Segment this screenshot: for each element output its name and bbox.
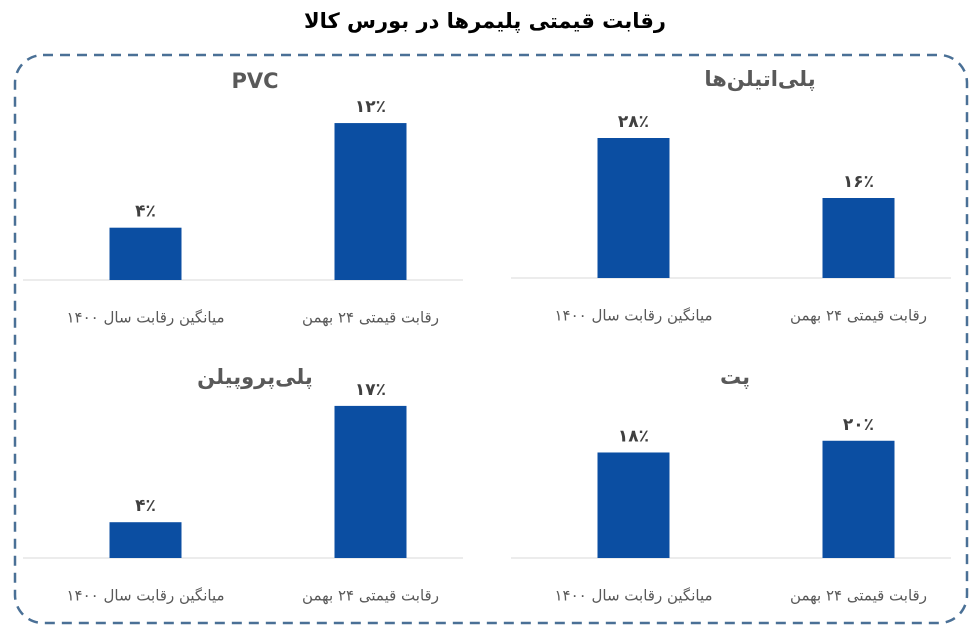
panel-title: PVC xyxy=(231,69,278,93)
x-tick-label: رقابت قیمتی ۲۴ بهمن xyxy=(790,587,927,605)
x-tick-label: رقابت قیمتی ۲۴ بهمن xyxy=(790,307,927,325)
bar xyxy=(822,440,895,558)
value-label: ۲۸٪ xyxy=(618,112,649,132)
bar xyxy=(822,198,895,278)
x-tick-label: رقابت قیمتی ۲۴ بهمن xyxy=(302,309,439,327)
x-tick-label: میانگین رقابت سال ۱۴۰۰ xyxy=(67,587,225,605)
value-label: ۲۰٪ xyxy=(843,415,874,435)
panel-title: پلی‌اتیلن‌ها xyxy=(704,67,815,91)
bar xyxy=(334,405,407,558)
x-tick-label: میانگین رقابت سال ۱۴۰۰ xyxy=(67,309,225,327)
value-label: ۴٪ xyxy=(135,496,156,516)
bar xyxy=(109,522,182,558)
x-tick-label: رقابت قیمتی ۲۴ بهمن xyxy=(302,587,439,605)
panel-title: پت xyxy=(720,365,750,389)
main-title: رقابت قیمتی پلیمرها در بورس کالا xyxy=(304,9,666,33)
x-tick-label: میانگین رقابت سال ۱۴۰۰ xyxy=(555,587,713,605)
value-label: ۱۲٪ xyxy=(355,97,386,117)
bar xyxy=(597,138,670,278)
panel-title: پلی‌پروپیلن xyxy=(197,365,313,389)
bar xyxy=(109,227,182,280)
value-label: ۴٪ xyxy=(135,202,156,222)
value-label: ۱۷٪ xyxy=(355,380,386,400)
value-label: ۱۶٪ xyxy=(843,172,874,192)
dashed-frame xyxy=(13,53,969,625)
bar xyxy=(597,452,670,558)
x-tick-label: میانگین رقابت سال ۱۴۰۰ xyxy=(555,307,713,325)
bar xyxy=(334,123,407,280)
value-label: ۱۸٪ xyxy=(618,426,649,446)
